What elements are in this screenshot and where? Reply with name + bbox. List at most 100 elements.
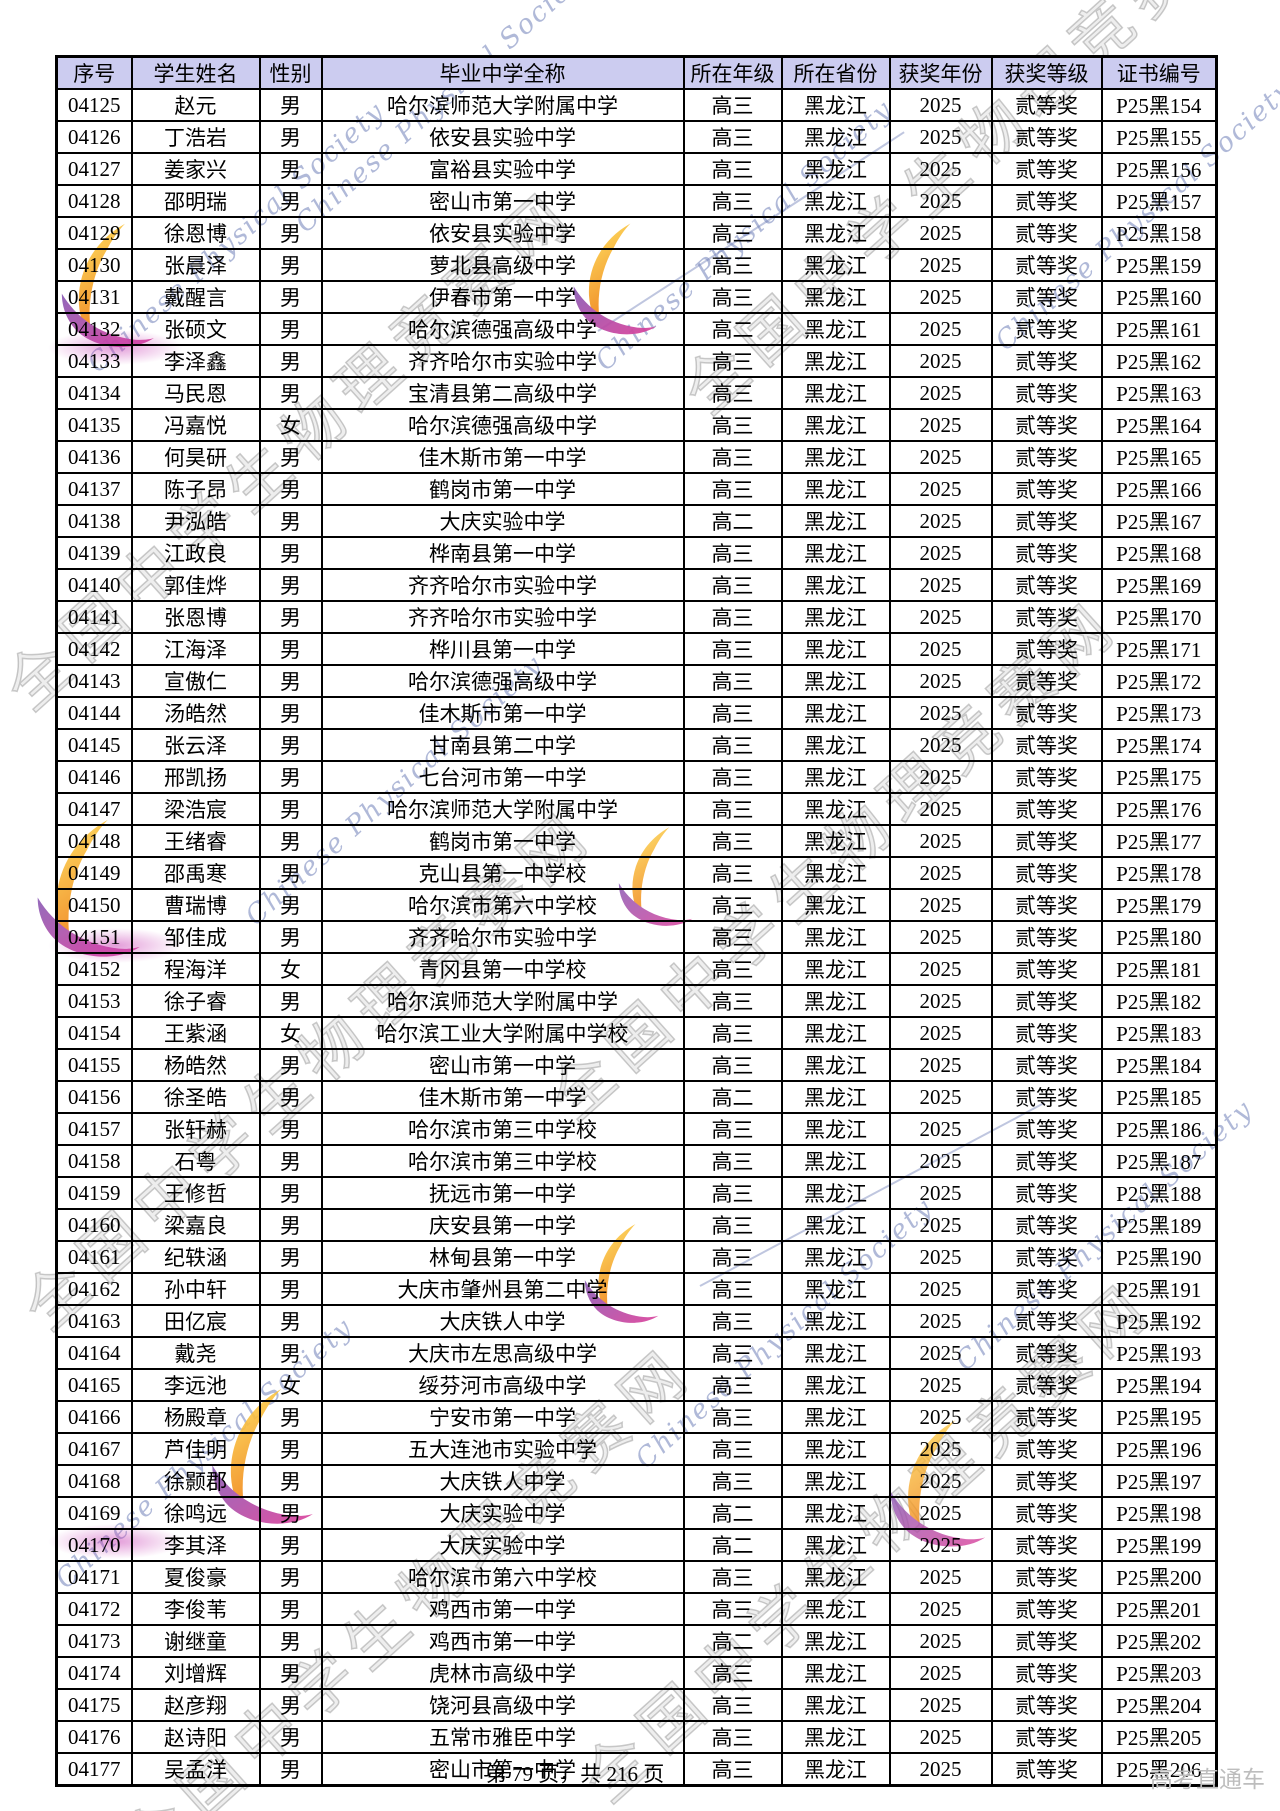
column-header-name: 学生姓名 <box>130 55 261 90</box>
table-row: 04169 徐鸣远男大庆实验中学 高二 黑龙江 2025 贰等奖 P25黑198 <box>55 1496 1218 1530</box>
table-row: 04150 曹瑞博男哈尔滨市第六中学校 高三 黑龙江 2025 贰等奖 P25黑179 <box>55 888 1218 922</box>
cell-gender: 男 <box>258 1208 323 1242</box>
cell-school: 甘南县第二中学 <box>320 728 685 762</box>
cell-serial: 04166 <box>55 1400 133 1434</box>
cell-province: 黑龙江 <box>780 88 891 122</box>
cell-province: 黑龙江 <box>780 984 891 1018</box>
table-row: 04132 张硕文男哈尔滨德强高级中学 高二 黑龙江 2025 贰等奖 P25黑161 <box>55 312 1218 346</box>
cell-year: 2025 <box>888 1368 993 1402</box>
cell-certificate: P25黑185 <box>1100 1080 1218 1114</box>
table-row: 04159 王修哲男抚远市第一中学 高三 黑龙江 2025 贰等奖 P25黑188 <box>55 1176 1218 1210</box>
table-row: 04157 张轩赫男哈尔滨市第三中学校 高三 黑龙江 2025 贰等奖 P25黑186 <box>55 1112 1218 1146</box>
cell-award: 贰等奖 <box>990 1368 1103 1402</box>
cell-grade: 高三 <box>682 152 783 186</box>
cell-name: 刘增辉 <box>130 1656 261 1690</box>
cell-serial: 04132 <box>55 312 133 346</box>
cell-name: 王紫涵 <box>130 1016 261 1050</box>
cell-serial: 04177 <box>55 1752 133 1787</box>
cell-name: 马民恩 <box>130 376 261 410</box>
cell-gender: 男 <box>258 1560 323 1594</box>
table-row: 04171 夏俊豪男哈尔滨市第六中学校 高三 黑龙江 2025 贰等奖 P25黑200 <box>55 1560 1218 1594</box>
cell-grade: 高三 <box>682 1304 783 1338</box>
cell-gender: 男 <box>258 1080 323 1114</box>
cell-certificate: P25黑177 <box>1100 824 1218 858</box>
cell-province: 黑龙江 <box>780 408 891 442</box>
cell-year: 2025 <box>888 984 993 1018</box>
cell-serial: 04126 <box>55 120 133 154</box>
cell-school: 大庆实验中学 <box>320 1528 685 1562</box>
cell-year: 2025 <box>888 504 993 538</box>
cell-serial: 04174 <box>55 1656 133 1690</box>
cell-school: 依安县实验中学 <box>320 216 685 250</box>
cell-grade: 高三 <box>682 1656 783 1690</box>
cell-award: 贰等奖 <box>990 1080 1103 1114</box>
cell-award: 贰等奖 <box>990 504 1103 538</box>
cell-name: 谢继童 <box>130 1624 261 1658</box>
cell-certificate: P25黑168 <box>1100 536 1218 570</box>
cell-year: 2025 <box>888 88 993 122</box>
cell-serial: 04165 <box>55 1368 133 1402</box>
cell-certificate: P25黑183 <box>1100 1016 1218 1050</box>
cell-school: 密山市第一中学 <box>320 184 685 218</box>
cell-certificate: P25黑190 <box>1100 1240 1218 1274</box>
cell-name: 程海洋 <box>130 952 261 986</box>
cell-gender: 男 <box>258 536 323 570</box>
cell-year: 2025 <box>888 952 993 986</box>
table-row: 04165 李远池女绥芬河市高级中学 高三 黑龙江 2025 贰等奖 P25黑194 <box>55 1368 1218 1402</box>
cell-award: 贰等奖 <box>990 856 1103 890</box>
cell-serial: 04155 <box>55 1048 133 1082</box>
cell-certificate: P25黑179 <box>1100 888 1218 922</box>
cell-name: 丁浩岩 <box>130 120 261 154</box>
cell-grade: 高三 <box>682 1272 783 1306</box>
cell-grade: 高三 <box>682 1560 783 1594</box>
cell-year: 2025 <box>888 184 993 218</box>
cell-gender: 男 <box>258 376 323 410</box>
cell-province: 黑龙江 <box>780 696 891 730</box>
cell-certificate: P25黑191 <box>1100 1272 1218 1306</box>
cell-name: 徐恩博 <box>130 216 261 250</box>
cell-certificate: P25黑196 <box>1100 1432 1218 1466</box>
table-row: 04155 杨皓然男密山市第一中学 高三 黑龙江 2025 贰等奖 P25黑184 <box>55 1048 1218 1082</box>
cell-grade: 高二 <box>682 1624 783 1658</box>
cell-serial: 04133 <box>55 344 133 378</box>
cell-award: 贰等奖 <box>990 632 1103 666</box>
cell-gender: 男 <box>258 1720 323 1754</box>
page-number-info: 第 79 页，共 216 页 <box>485 1762 665 1786</box>
cell-award: 贰等奖 <box>990 824 1103 858</box>
cell-gender: 女 <box>258 952 323 986</box>
cell-year: 2025 <box>888 920 993 954</box>
cell-school: 哈尔滨市第六中学校 <box>320 1560 685 1594</box>
cell-province: 黑龙江 <box>780 1752 891 1787</box>
cell-award: 贰等奖 <box>990 1304 1103 1338</box>
cell-year: 2025 <box>888 1752 993 1787</box>
cell-year: 2025 <box>888 632 993 666</box>
table-row: 04141 张恩博男齐齐哈尔市实验中学 高三 黑龙江 2025 贰等奖 P25黑170 <box>55 600 1218 634</box>
cell-serial: 04125 <box>55 88 133 122</box>
cell-gender: 男 <box>258 88 323 122</box>
cell-grade: 高三 <box>682 664 783 698</box>
cell-province: 黑龙江 <box>780 568 891 602</box>
cell-award: 贰等奖 <box>990 1592 1103 1626</box>
cell-certificate: P25黑167 <box>1100 504 1218 538</box>
cell-serial: 04158 <box>55 1144 133 1178</box>
cell-serial: 04149 <box>55 856 133 890</box>
cell-province: 黑龙江 <box>780 1368 891 1402</box>
cell-grade: 高三 <box>682 792 783 826</box>
cell-gender: 男 <box>258 120 323 154</box>
cell-certificate: P25黑165 <box>1100 440 1218 474</box>
table-row: 04153 徐子睿男哈尔滨师范大学附属中学 高三 黑龙江 2025 贰等奖 P25黑182 <box>55 984 1218 1018</box>
cell-certificate: P25黑180 <box>1100 920 1218 954</box>
table-row: 04143 宣傲仁男哈尔滨德强高级中学 高三 黑龙江 2025 贰等奖 P25黑172 <box>55 664 1218 698</box>
cell-province: 黑龙江 <box>780 1272 891 1306</box>
cell-award: 贰等奖 <box>990 248 1103 282</box>
cell-award: 贰等奖 <box>990 216 1103 250</box>
cell-grade: 高二 <box>682 1496 783 1530</box>
cell-name: 梁浩宸 <box>130 792 261 826</box>
cell-name: 江海泽 <box>130 632 261 666</box>
cell-grade: 高三 <box>682 120 783 154</box>
cell-year: 2025 <box>888 152 993 186</box>
cell-grade: 高三 <box>682 1368 783 1402</box>
cell-province: 黑龙江 <box>780 1720 891 1754</box>
cell-gender: 男 <box>258 1112 323 1146</box>
cell-certificate: P25黑162 <box>1100 344 1218 378</box>
